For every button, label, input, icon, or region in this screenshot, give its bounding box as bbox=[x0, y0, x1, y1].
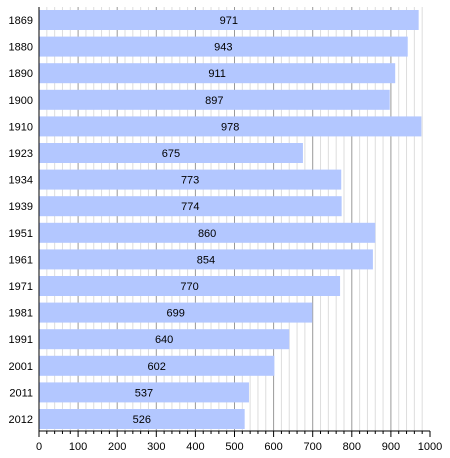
value-label-1934: 773 bbox=[181, 175, 199, 187]
category-label-2012: 2012 bbox=[9, 414, 33, 426]
x-tick-label-100: 100 bbox=[69, 441, 87, 453]
bar-1981 bbox=[39, 302, 313, 323]
value-label-1880: 943 bbox=[214, 42, 232, 54]
value-labels: 971 943 911 897 978 675 773 774 860 854 770 699 640 6… bbox=[133, 15, 240, 426]
category-label-1900: 1900 bbox=[9, 95, 33, 107]
x-tick-label-800: 800 bbox=[343, 441, 361, 453]
x-tick-label-600: 600 bbox=[264, 441, 282, 453]
value-label-1900: 897 bbox=[205, 95, 223, 107]
category-label-1934: 1934 bbox=[9, 175, 33, 187]
category-label-1971: 1971 bbox=[9, 281, 33, 293]
bar-1923 bbox=[39, 143, 303, 163]
x-tick-label-0: 0 bbox=[36, 441, 42, 453]
x-tick-label-500: 500 bbox=[225, 441, 243, 453]
value-label-1951: 860 bbox=[198, 228, 216, 240]
category-label-1880: 1880 bbox=[9, 42, 33, 54]
bar-1961 bbox=[39, 249, 373, 270]
category-label-1981: 1981 bbox=[9, 308, 33, 320]
value-label-2001: 602 bbox=[148, 361, 166, 373]
category-label-1961: 1961 bbox=[9, 254, 33, 266]
bar-1900 bbox=[39, 89, 390, 110]
x-axis: 0 100 200 300 400 500 600 700 800 900 1000 bbox=[36, 7, 442, 453]
category-label-2011: 2011 bbox=[9, 387, 33, 399]
category-label-1951: 1951 bbox=[9, 228, 33, 240]
category-label-2001: 2001 bbox=[9, 361, 33, 373]
category-label-1910: 1910 bbox=[9, 121, 33, 133]
value-label-1961: 854 bbox=[197, 254, 215, 266]
value-label-2012: 526 bbox=[133, 414, 151, 426]
bar-1880 bbox=[39, 36, 408, 57]
value-label-1971: 770 bbox=[180, 281, 198, 293]
x-tick-label-700: 700 bbox=[304, 441, 322, 453]
value-label-1890: 911 bbox=[208, 68, 226, 80]
bar-1890 bbox=[39, 63, 396, 84]
category-labels: 1869 1880 1890 1900 1910 1923 1934 1939 1951 1961… bbox=[9, 15, 33, 426]
bar-2011 bbox=[39, 382, 249, 403]
value-label-1981: 699 bbox=[166, 308, 184, 320]
category-label-1869: 1869 bbox=[9, 15, 33, 27]
bar-2012 bbox=[39, 409, 245, 429]
bar-1939 bbox=[39, 196, 342, 217]
value-label-1869: 971 bbox=[220, 15, 238, 27]
x-tick-label-300: 300 bbox=[147, 441, 165, 453]
bar-2001 bbox=[39, 355, 275, 376]
x-tick-label-1000: 1000 bbox=[418, 441, 442, 453]
x-tick-label-900: 900 bbox=[382, 441, 400, 453]
bar-1910 bbox=[39, 116, 422, 137]
value-label-1923: 675 bbox=[162, 148, 180, 160]
bar-1971 bbox=[39, 276, 341, 296]
category-label-1939: 1939 bbox=[9, 201, 33, 213]
value-label-2011: 537 bbox=[135, 387, 153, 399]
bar-1991 bbox=[39, 329, 290, 350]
bar-1934 bbox=[39, 169, 342, 190]
value-label-1910: 978 bbox=[221, 121, 239, 133]
bars bbox=[39, 10, 422, 429]
value-label-1939: 774 bbox=[181, 201, 199, 213]
x-tick-label-400: 400 bbox=[186, 441, 204, 453]
category-label-1991: 1991 bbox=[9, 334, 33, 346]
x-tick-label-200: 200 bbox=[108, 441, 126, 453]
bar-1869 bbox=[39, 10, 419, 30]
category-label-1890: 1890 bbox=[9, 68, 33, 80]
bar-1951 bbox=[39, 222, 376, 243]
category-label-1923: 1923 bbox=[9, 148, 33, 160]
value-label-1991: 640 bbox=[155, 334, 173, 346]
